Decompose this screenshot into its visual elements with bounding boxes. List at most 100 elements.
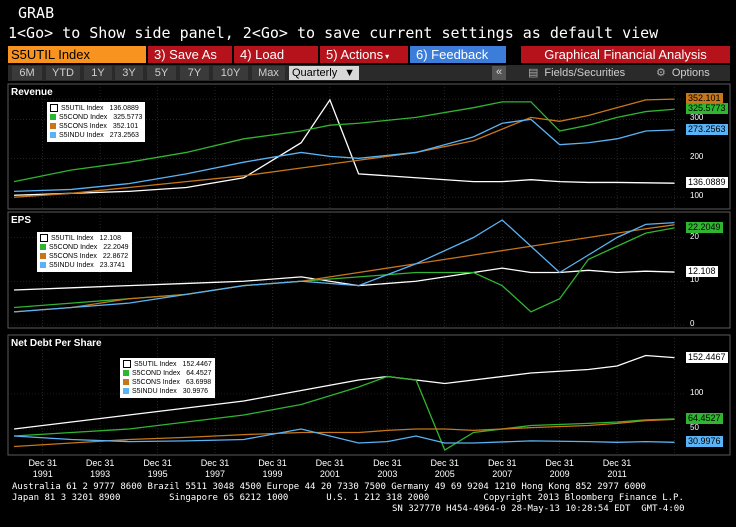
panel-frame	[7, 334, 731, 456]
legend-swatch	[40, 234, 48, 243]
function-title: Graphical Financial Analysis	[521, 46, 730, 63]
series-line-cond	[13, 375, 675, 451]
legend-item: S5CONS Index 352.101	[50, 122, 142, 131]
chart-legend: S5UTIL Index 12.108 S5COND Index 22.2049 S5C…	[37, 232, 132, 272]
period-button-ytd[interactable]: YTD	[46, 66, 80, 80]
series-line-cond	[13, 101, 675, 183]
legend-swatch	[40, 253, 46, 260]
x-tick-year: 2011	[607, 469, 627, 479]
legend-item: S5CONS Index 22.8672	[40, 252, 129, 261]
period-button-6m[interactable]: 6M	[12, 66, 42, 80]
x-tick-year: 1999	[262, 469, 283, 479]
legend-name: S5CONS Index	[49, 253, 97, 260]
legend-swatch	[50, 114, 56, 121]
legend-value: 30.9976	[182, 388, 209, 395]
period-button-7y[interactable]: 7Y	[180, 66, 209, 80]
legend-swatch	[50, 132, 56, 139]
last-value-badge-util: 12.108	[686, 266, 718, 278]
period-button-1y[interactable]: 1Y	[84, 66, 112, 80]
legend-swatch	[40, 262, 46, 269]
legend-value: 23.3741	[99, 262, 126, 269]
panel-title: Net Debt Per Share	[11, 338, 102, 349]
y-tick-label: 10	[690, 275, 699, 285]
options-button[interactable]: ⚙ Options	[656, 66, 710, 80]
actions-label: 5) Actions	[326, 47, 384, 62]
x-tick-label: Dec 31	[85, 458, 115, 468]
x-tick-year: 2003	[377, 469, 398, 479]
ticker-field[interactable]: S5UTIL Index	[8, 46, 146, 63]
legend-value: 136.0889	[109, 105, 139, 112]
x-tick-year: 1995	[147, 469, 168, 479]
period-button-5y[interactable]: 5Y	[147, 66, 176, 80]
legend-item: S5UTIL Index 12.108	[40, 234, 129, 243]
last-value-badge-indu: 30.9976	[686, 436, 723, 448]
actions-button[interactable]: 5) Actions ▾	[320, 46, 408, 63]
footer-contacts: Australia 61 2 9777 8600 Brazil 5511 304…	[12, 482, 646, 492]
fields-securities-label: Fields/Securities	[544, 67, 626, 79]
x-tick-year: 1991	[32, 469, 53, 479]
legend-item: S5COND Index 325.5773	[50, 113, 142, 122]
legend-item: S5CONS Index 63.6998	[123, 378, 212, 387]
y-tick-label: 100	[690, 388, 704, 397]
series-line-cons	[13, 224, 675, 313]
legend-item: S5INDU Index 30.9976	[123, 387, 212, 396]
frequency-label: Quarterly	[292, 67, 338, 79]
legend-swatch	[40, 244, 46, 251]
legend-swatch	[123, 379, 129, 386]
feedback-button[interactable]: 6) Feedback	[410, 46, 506, 63]
collapse-button[interactable]: «	[492, 66, 506, 80]
legend-swatch	[50, 123, 56, 130]
last-value-badge-cond: 64.4527	[686, 412, 723, 424]
y-tick-label: 300	[690, 113, 704, 123]
series-line-util	[13, 354, 675, 430]
series-line-util	[13, 98, 675, 196]
legend-name: S5INDU Index	[59, 132, 104, 139]
period-button-3y[interactable]: 3Y	[115, 66, 143, 80]
series-line-indu	[13, 118, 675, 193]
legend-name: S5UTIL Index	[61, 105, 104, 112]
fields-securities-button[interactable]: ▤ Fields/Securities	[528, 66, 625, 80]
legend-swatch	[123, 388, 129, 395]
legend-item: S5COND Index 64.4527	[123, 369, 212, 378]
legend-item: S5UTIL Index 152.4467	[123, 360, 212, 369]
legend-item: S5INDU Index 273.2563	[50, 131, 142, 140]
grid-icon: ▤	[528, 67, 539, 79]
load-button[interactable]: 4) Load	[234, 46, 318, 63]
x-tick-year: 1997	[205, 469, 226, 479]
period-button-max[interactable]: Max	[252, 66, 285, 80]
legend-value: 22.2049	[103, 244, 129, 251]
period-button-10y[interactable]: 10Y	[213, 66, 248, 80]
legend-name: S5CONS Index	[59, 123, 107, 130]
frequency-select[interactable]: Quarterly ▼	[289, 66, 359, 80]
series-line-cons	[13, 418, 675, 448]
x-tick-label: Dec 31	[545, 458, 574, 468]
legend-value: 152.4467	[182, 361, 212, 368]
chart-legend: S5UTIL Index 136.0889 S5COND Index 325.5773…	[47, 102, 146, 142]
last-value-badge-indu: 273.2563	[686, 123, 728, 135]
legend-item: S5INDU Index 23.3741	[40, 261, 129, 270]
caret-down-icon: ▼	[344, 67, 355, 79]
series-line-indu	[13, 219, 675, 313]
legend-item: S5COND Index 22.2049	[40, 243, 129, 252]
save-as-button[interactable]: 3) Save As	[148, 46, 232, 63]
caret-down-icon: ▾	[385, 52, 390, 61]
legend-name: S5COND Index	[59, 114, 108, 121]
legend-name: S5COND Index	[49, 244, 98, 251]
x-tick-label: Dec 31	[258, 458, 287, 468]
footer-copyright: Japan 81 3 3201 8900 Singapore 65 6212 1…	[12, 493, 684, 503]
legend-swatch	[123, 370, 129, 377]
x-tick-year: 2005	[434, 469, 455, 479]
last-value-badge-cond: 325.5773	[686, 103, 728, 115]
legend-value: 63.6998	[185, 379, 212, 386]
legend-swatch	[123, 360, 131, 369]
y-tick-label: 50	[690, 423, 699, 432]
legend-name: S5UTIL Index	[134, 361, 177, 368]
legend-name: S5COND Index	[132, 370, 181, 377]
footer-session: SN 327770 H454-4964-0 28-May-13 10:28:54…	[392, 504, 685, 514]
panel-frame	[7, 83, 731, 210]
legend-name: S5INDU Index	[132, 388, 177, 395]
x-tick-label: Dec 31	[28, 458, 57, 468]
legend-swatch	[50, 104, 58, 113]
series-line-util	[13, 267, 675, 291]
legend-value: 64.4527	[186, 370, 212, 377]
